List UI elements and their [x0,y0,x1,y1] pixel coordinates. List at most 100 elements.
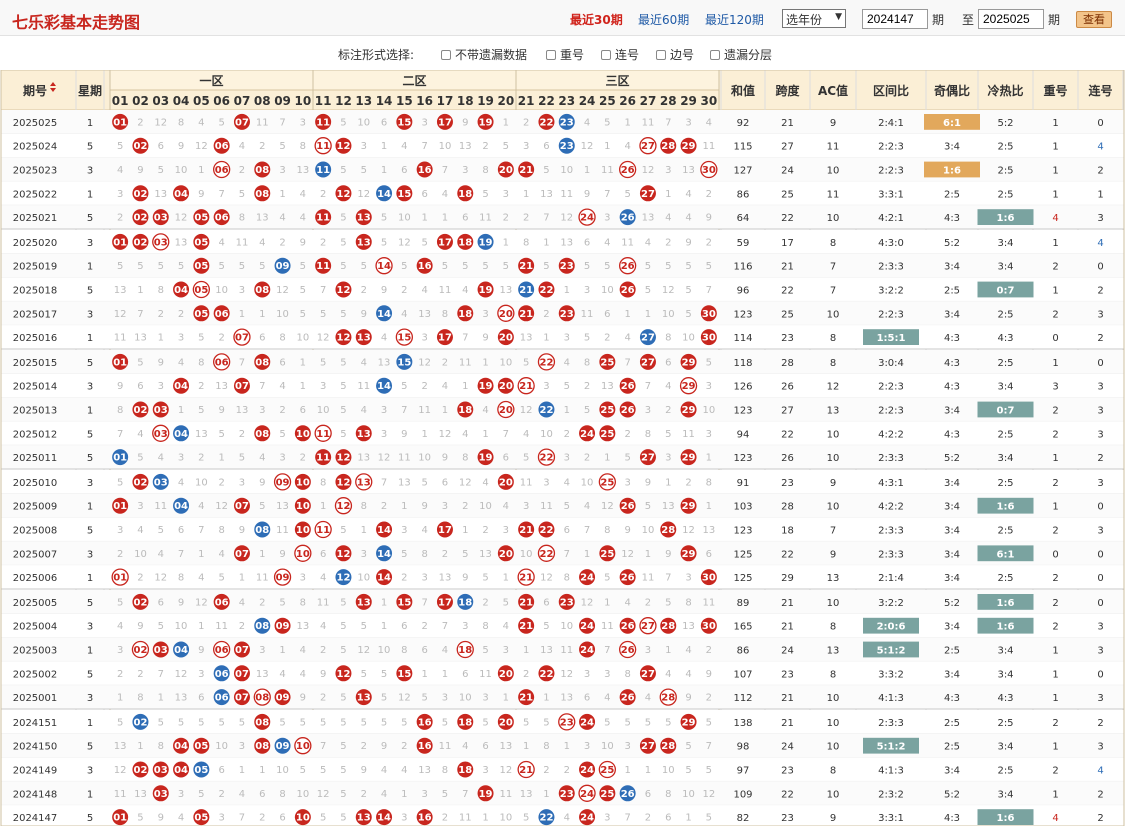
stat-cell: 89 [737,598,750,609]
weekday-cell: 1 [87,406,93,417]
option-edge[interactable]: 边号 [656,46,694,63]
stat-cell: 3 [1097,309,1103,320]
omission-cell: 6 [706,549,712,560]
red-ball [639,137,657,155]
range-link-60[interactable]: 最近60期 [638,13,690,27]
red-ball [497,473,514,490]
option-no-omission[interactable]: 不带遗漏数据 [441,46,527,63]
red-ball [112,497,129,514]
blue-ball [213,665,230,682]
omission-cell: 8 [685,597,691,608]
omission-cell: 2 [503,213,509,224]
blue-ball [173,497,190,514]
qi-label: 期 [932,13,945,27]
omission-cell: 5 [340,813,346,824]
stat-cell: 4:3 [944,213,960,224]
ball-number: 24 [580,765,594,776]
omission-cell: 6 [503,453,509,464]
omission-cell: 13 [662,501,675,512]
ball-number: 19 [479,381,493,392]
stat-cell: 2:5 [997,478,1013,489]
omission-cell: 3 [503,189,509,200]
checkbox-icon[interactable] [441,49,451,60]
stat-cell: 126 [733,382,752,393]
red-ball [599,353,616,370]
option-layer[interactable]: 遗漏分层 [710,46,772,63]
weekday-cell: 3 [87,382,93,393]
header-number: 18 [457,94,474,108]
ball-number: 25 [600,789,614,800]
omission-cell: 13 [520,333,533,344]
omission-cell: 5 [340,261,346,272]
omission-cell: 12 [195,141,208,152]
omission-cell: 5 [340,117,346,128]
omission-cell: 1 [523,741,529,752]
red-ball [355,689,372,706]
blue-ball [193,761,210,778]
ball-number: 27 [641,141,655,152]
omission-cell: 6 [584,237,590,248]
omission-cell: 6 [279,813,285,824]
omission-cell: 4 [239,597,245,608]
stat-cell: 9 [830,118,836,129]
ball-number: 02 [133,645,147,656]
range-link-120[interactable]: 最近120期 [705,13,764,27]
omission-cell: 10 [439,141,452,152]
omission-cell: 10 [642,525,655,536]
red-ball [477,785,494,802]
period-from-input[interactable] [862,9,928,29]
omission-cell: 1 [239,765,245,776]
ball-number: 23 [560,789,574,800]
checkbox-icon[interactable] [546,49,556,60]
omission-cell: 3 [320,381,326,392]
omission-cell: 13 [215,381,228,392]
ball-number: 22 [539,453,553,464]
omission-cell: 11 [459,813,472,824]
weekday-cell: 3 [87,238,93,249]
stat-cell: 10 [827,789,840,800]
omission-cell: 11 [479,669,492,680]
red-ball [396,185,413,202]
ball-number: 04 [174,501,188,512]
omission-cell: 9 [178,141,184,152]
omission-cell: 4 [239,789,245,800]
year-select[interactable]: 选年份 ▼ [782,9,846,28]
range-link-30[interactable]: 最近30期 [570,13,623,27]
omission-cell: 4 [198,501,204,512]
checkbox-icon[interactable] [710,49,720,60]
stat-cell: 1 [1052,502,1058,513]
blue-ball [619,209,636,226]
omission-cell: 13 [175,693,188,704]
ball-number: 23 [560,261,574,272]
stat-cell: 2:2:3 [878,166,904,177]
red-ball [132,233,149,250]
stat-cell: 1 [1052,286,1058,297]
omission-cell: 4 [462,429,468,440]
ball-number: 26 [621,165,635,176]
period-cell: 2025016 [13,333,58,344]
period-to-input[interactable] [978,9,1044,29]
omission-cell: 7 [178,549,184,560]
omission-cell: 2 [665,237,671,248]
checkbox-icon[interactable] [601,49,611,60]
omission-cell: 5 [624,189,630,200]
omission-cell: 2 [239,165,245,176]
query-button[interactable]: 查看 [1076,11,1112,28]
omission-cell: 9 [117,381,123,392]
omission-cell: 5 [178,717,184,728]
ball-number: 06 [215,357,229,368]
red-ball [355,593,372,610]
omission-cell: 12 [560,213,573,224]
table-row [1,445,1124,469]
omission-cell: 7 [665,117,671,128]
red-ball [355,329,372,346]
option-repeat[interactable]: 重号 [546,46,584,63]
stat-cell: 7 [830,286,836,297]
stat-cell: 4:3 [944,813,960,824]
ball-number: 29 [682,453,696,464]
omission-cell: 10 [378,645,391,656]
checkbox-icon[interactable] [656,49,666,60]
red-ball [112,353,129,370]
option-consecutive[interactable]: 连号 [601,46,639,63]
omission-cell: 12 [357,189,370,200]
